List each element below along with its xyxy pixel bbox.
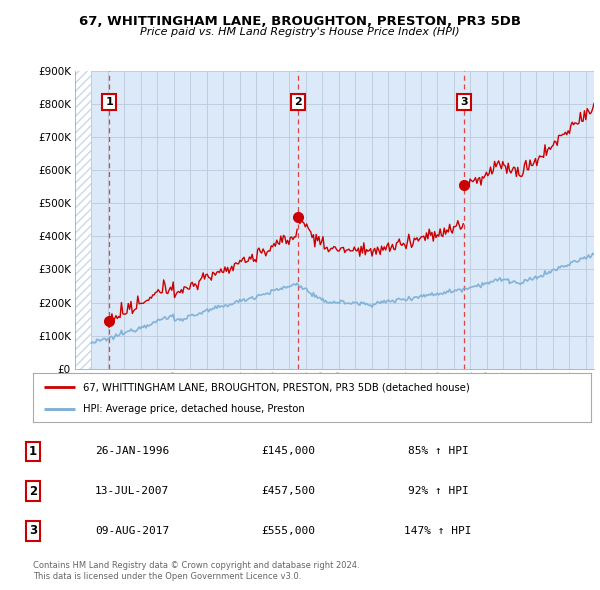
Text: This data is licensed under the Open Government Licence v3.0.: This data is licensed under the Open Gov… (33, 572, 301, 581)
Text: Contains HM Land Registry data © Crown copyright and database right 2024.: Contains HM Land Registry data © Crown c… (33, 560, 359, 569)
Text: 67, WHITTINGHAM LANE, BROUGHTON, PRESTON, PR3 5DB: 67, WHITTINGHAM LANE, BROUGHTON, PRESTON… (79, 15, 521, 28)
Text: 3: 3 (460, 97, 468, 107)
Text: 85% ↑ HPI: 85% ↑ HPI (407, 447, 469, 456)
Text: 2: 2 (294, 97, 302, 107)
Bar (75, 71, 91, 369)
Text: 26-JAN-1996: 26-JAN-1996 (95, 447, 169, 456)
Text: £555,000: £555,000 (261, 526, 315, 536)
Text: £457,500: £457,500 (261, 486, 315, 496)
Text: 1: 1 (105, 97, 113, 107)
Text: 67, WHITTINGHAM LANE, BROUGHTON, PRESTON, PR3 5DB (detached house): 67, WHITTINGHAM LANE, BROUGHTON, PRESTON… (83, 382, 470, 392)
Text: 1: 1 (29, 445, 37, 458)
Text: 09-AUG-2017: 09-AUG-2017 (95, 526, 169, 536)
Text: 13-JUL-2007: 13-JUL-2007 (95, 486, 169, 496)
Text: 147% ↑ HPI: 147% ↑ HPI (404, 526, 472, 536)
Text: 2: 2 (29, 484, 37, 498)
Text: HPI: Average price, detached house, Preston: HPI: Average price, detached house, Pres… (83, 404, 305, 414)
Text: 3: 3 (29, 525, 37, 537)
Text: 92% ↑ HPI: 92% ↑ HPI (407, 486, 469, 496)
Text: £145,000: £145,000 (261, 447, 315, 456)
Text: Price paid vs. HM Land Registry's House Price Index (HPI): Price paid vs. HM Land Registry's House … (140, 27, 460, 37)
